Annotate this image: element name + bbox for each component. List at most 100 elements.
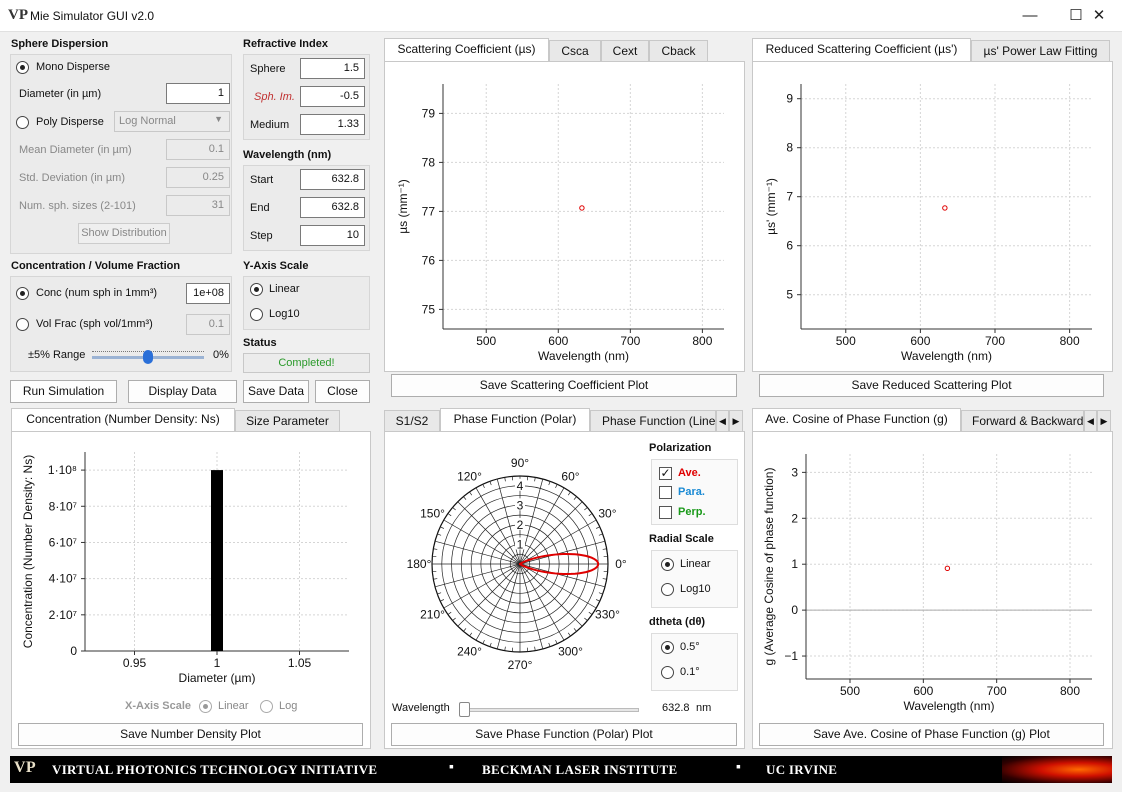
step-input[interactable]: 10 [300, 225, 365, 246]
y-linear-radio[interactable] [250, 283, 263, 296]
polar-spoke [434, 563, 521, 588]
save-phase-plot-button[interactable]: Save Phase Function (Polar) Plot [391, 723, 737, 746]
save-reduced-plot-button[interactable]: Save Reduced Scattering Plot [759, 374, 1104, 397]
tab-power-law-fitting[interactable]: µs' Power Law Fitting [971, 40, 1110, 62]
para-checkbox[interactable] [659, 486, 672, 499]
y-tick-label: 1 [791, 557, 798, 571]
tab-scroll-right-icon[interactable]: ▶ [729, 410, 743, 432]
x-tick-label: 700 [985, 334, 1005, 348]
medium-index-input[interactable]: 1.33 [300, 114, 365, 135]
x-linear-label: Linear [218, 700, 249, 712]
tab-reduced-scattering[interactable]: Reduced Scattering Coefficient (µs') [752, 38, 971, 62]
num-sizes-input[interactable]: 31 [166, 195, 230, 216]
tab-phase-line[interactable]: Phase Function (Line [590, 410, 716, 432]
run-simulation-button[interactable]: Run Simulation [10, 380, 117, 403]
perp-checkbox[interactable] [659, 506, 672, 519]
save-g-plot-button[interactable]: Save Ave. Cosine of Phase Function (g) P… [759, 723, 1104, 746]
polar-tick [482, 639, 485, 644]
close-button[interactable]: Close [315, 380, 370, 403]
tab-scroll-right-icon[interactable]: ▶ [1097, 410, 1111, 432]
polar-spoke [519, 487, 565, 565]
tab-csca[interactable]: Csca [549, 40, 601, 62]
conc-radio[interactable] [16, 287, 29, 300]
range-slider-thumb[interactable] [143, 350, 153, 364]
dtheta-heading: dtheta (dθ) [649, 616, 706, 628]
data-bar [211, 470, 223, 651]
diameter-input[interactable]: 1 [166, 83, 230, 104]
conc-input[interactable]: 1e+08 [186, 283, 230, 304]
save-density-plot-button[interactable]: Save Number Density Plot [18, 723, 363, 746]
sphere-imag-label: Sph. Im. [254, 91, 295, 103]
maximize-button[interactable]: ☐ [1069, 7, 1083, 24]
data-point [944, 565, 951, 572]
polar-angle-label: 60° [561, 470, 579, 484]
range-label: ±5% Range [28, 349, 86, 361]
wavelength-slider-unit: nm [696, 702, 712, 714]
dtheta-01-radio[interactable] [661, 666, 674, 679]
y-log10-label: Log10 [269, 308, 300, 320]
sphere-index-input[interactable]: 1.5 [300, 58, 365, 79]
scattering-chart: 500 600 700 800 75 76 77 78 79 Wavelength (nm) µs … [396, 84, 724, 363]
wavelength-slider-label: Wavelength [392, 702, 450, 714]
show-distribution-button[interactable]: Show Distribution [78, 223, 170, 244]
distribution-select[interactable]: Log Normal ▼ [114, 111, 230, 132]
tab-scattering-coefficient[interactable]: Scattering Coefficient (µs) [384, 38, 549, 62]
tab-ave-cosine[interactable]: Ave. Cosine of Phase Function (g) [752, 408, 961, 432]
polar-spoke [457, 501, 521, 565]
end-label: End [250, 202, 270, 214]
radial-label-bg [515, 537, 525, 550]
x-axis-title: Wavelength (nm) [904, 699, 995, 713]
num-sizes-label: Num. sph. sizes (2-101) [19, 200, 136, 212]
end-input[interactable]: 632.8 [300, 197, 365, 218]
mean-diameter-label: Mean Diameter (in µm) [19, 144, 132, 156]
vol-frac-input[interactable]: 0.1 [186, 314, 230, 335]
x-tick-label: 700 [987, 684, 1007, 698]
polar-tick [573, 496, 577, 500]
vol-frac-radio[interactable] [16, 318, 29, 331]
wavelength-slider-track[interactable] [463, 708, 639, 712]
minimize-button[interactable]: — [1022, 7, 1038, 24]
poly-disperse-label: Poly Disperse [36, 116, 104, 128]
sphere-imag-input[interactable]: -0.5 [300, 86, 365, 107]
mono-disperse-radio[interactable] [16, 61, 29, 74]
vp-logo-icon: VP [14, 759, 36, 776]
poly-disperse-radio[interactable] [16, 116, 29, 129]
polar-angle-label: 120° [457, 470, 482, 484]
y-axis-title: g (Average Cosine of phase function) [762, 468, 776, 666]
save-data-button[interactable]: Save Data [243, 380, 309, 403]
tab-s1-s2[interactable]: S1/S2 [384, 410, 440, 432]
std-deviation-input[interactable]: 0.25 [166, 167, 230, 188]
polar-angle-label: 0° [615, 557, 627, 571]
g-chart: 500 600 700 800 −1 0 1 2 3 Wavelength (nm) g (Aver… [762, 454, 1092, 713]
concentration-heading: Concentration / Volume Fraction [11, 260, 181, 272]
polar-tick [534, 646, 536, 651]
y-tick-label: −1 [784, 649, 798, 663]
tab-scroll-left-icon[interactable]: ◀ [716, 410, 729, 432]
wavelength-slider-thumb[interactable] [459, 702, 470, 717]
tab-scroll-left-icon[interactable]: ◀ [1084, 410, 1097, 432]
display-data-button[interactable]: Display Data [128, 380, 237, 403]
tab-cext[interactable]: Cext [601, 40, 649, 62]
close-window-button[interactable]: ✕ [1092, 7, 1106, 24]
dtheta-05-radio[interactable] [661, 641, 674, 654]
tab-phase-polar[interactable]: Phase Function (Polar) [440, 408, 590, 432]
y-log10-radio[interactable] [250, 308, 263, 321]
polar-tick [482, 484, 485, 489]
polar-spoke [443, 519, 521, 565]
start-input[interactable]: 632.8 [300, 169, 365, 190]
mean-diameter-input[interactable]: 0.1 [166, 139, 230, 160]
polar-spoke [457, 563, 521, 627]
x-linear-radio[interactable] [199, 700, 212, 713]
radial-linear-radio[interactable] [661, 558, 674, 571]
radial-log10-radio[interactable] [661, 583, 674, 596]
tab-concentration[interactable]: Concentration (Number Density: Ns) [11, 408, 235, 432]
x-log-radio[interactable] [260, 700, 273, 713]
polar-tick [447, 513, 452, 517]
reduced-plot-panel: 500 600 700 800 5 6 7 8 9 Wavelength (nm) µs' (mm⁻… [752, 61, 1113, 372]
tab-size-parameter[interactable]: Size Parameter [235, 410, 340, 432]
save-scattering-plot-button[interactable]: Save Scattering Coefficient Plot [391, 374, 737, 397]
tab-cback[interactable]: Cback [649, 40, 708, 62]
polar-tick [440, 599, 445, 602]
ave-checkbox[interactable]: ✓ [659, 466, 672, 480]
tab-forward-backward[interactable]: Forward & Backward [961, 410, 1084, 432]
